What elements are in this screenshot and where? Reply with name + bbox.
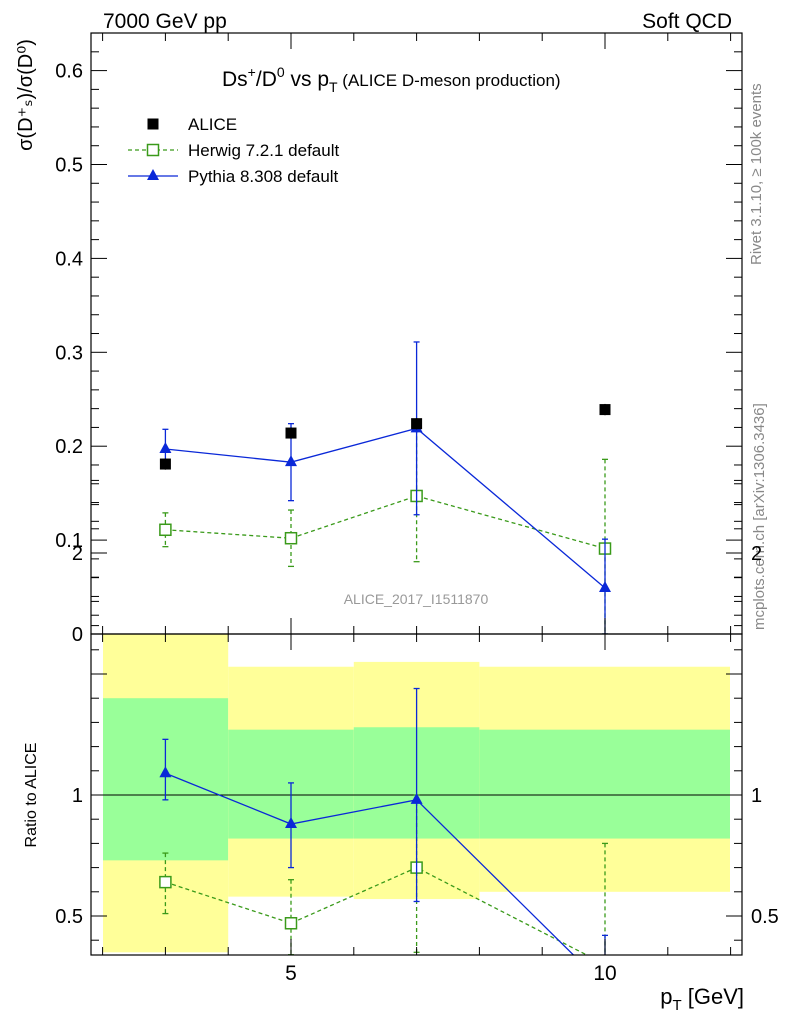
xlabel-main: p	[660, 984, 672, 1009]
y-tick-label: 0.2	[55, 436, 83, 458]
energy-label: 7000 GeV pp	[103, 10, 227, 33]
alice-point	[599, 404, 611, 416]
y-tick-label: 0.5	[55, 155, 83, 177]
y-axis-label: σ(D⁺ₛ)/σ(D⁰)	[15, 39, 37, 151]
analysis-label: ALICE_2017_I1511870	[344, 591, 489, 607]
legend-label: Pythia 8.308 default	[188, 167, 339, 186]
legend-label: ALICE	[188, 115, 237, 134]
process-label: Soft QCD	[642, 10, 732, 33]
legend-marker-pythia	[147, 169, 159, 180]
mcplots-label: mcplots.cern.ch [arXiv:1306.3436]	[751, 403, 768, 630]
pythia-point	[599, 580, 611, 592]
pythia-point	[159, 442, 172, 454]
x-tick-label: 10	[593, 962, 616, 985]
herwig-point	[159, 523, 172, 537]
legend-label: Herwig 7.2.1 default	[188, 141, 339, 160]
herwig-point	[284, 531, 298, 545]
pythia-ratio-line	[165, 772, 575, 955]
legend-marker-alice	[147, 118, 159, 130]
ratio-y-tick-label-right: 0.5	[751, 906, 779, 928]
title-main: Ds	[222, 68, 248, 91]
x-tick-label: 5	[285, 962, 297, 985]
y-tick-label: 0	[72, 624, 83, 646]
title-sub: T	[329, 79, 338, 95]
x-axis-label: pT [GeV]	[660, 984, 744, 1014]
y-tick-label: 0.6	[55, 61, 83, 83]
herwig-line	[165, 495, 606, 550]
xlabel-unit: [GeV]	[682, 984, 744, 1009]
pythia-point	[285, 455, 297, 467]
ratio-y-tick-label-right: 1	[751, 785, 762, 807]
ratio-band-green	[479, 729, 730, 839]
chart-title: Ds+/D0 vs pT (ALICE D-meson production)	[222, 64, 561, 95]
herwig-ratio-line	[165, 866, 589, 955]
ratio-layer	[159, 687, 608, 955]
ratio-y-tick-label: 0.5	[55, 906, 83, 928]
ratio-y-tick-label: 1	[72, 785, 83, 807]
alice-point	[285, 427, 297, 439]
y-tick-label: 0.1	[55, 530, 83, 552]
legend-marker-herwig	[146, 143, 160, 157]
alice-point	[159, 458, 171, 470]
pythia-ratio-point	[410, 792, 423, 804]
y-tick-label: 0.3	[55, 342, 83, 364]
y-tick-label: 0.4	[55, 248, 83, 270]
pythia-line	[165, 427, 606, 589]
ratio-y-tick-label: 2	[72, 543, 83, 565]
legend: ALICE Herwig 7.2.1 default Pythia 8.308 de…	[128, 115, 339, 186]
pythia-ratio-point	[285, 817, 297, 829]
ratio-y-tick-label-right: 2	[751, 543, 762, 565]
pythia-ratio-point	[159, 766, 172, 778]
title-paren: (ALICE D-meson production)	[338, 71, 561, 90]
alice-point	[411, 418, 423, 430]
ratio-y-axis-label: Ratio to ALICE	[23, 743, 40, 848]
rivet-label: Rivet 3.1.10, ≥ 100k events	[748, 83, 765, 265]
title-mid: /D	[256, 68, 277, 91]
herwig-ratio-point	[284, 917, 298, 930]
xlabel-sub: T	[672, 997, 681, 1014]
axes-layer: 5 10 0 0.1 0.2 0.3 0.4 0.5 0.6 0.5 0.5 1 1 2 2	[55, 32, 779, 985]
title-sup2: 0	[277, 64, 285, 80]
title-vs: vs p	[285, 68, 329, 91]
title-sup: +	[248, 64, 256, 80]
herwig-ratio-point	[159, 875, 172, 889]
